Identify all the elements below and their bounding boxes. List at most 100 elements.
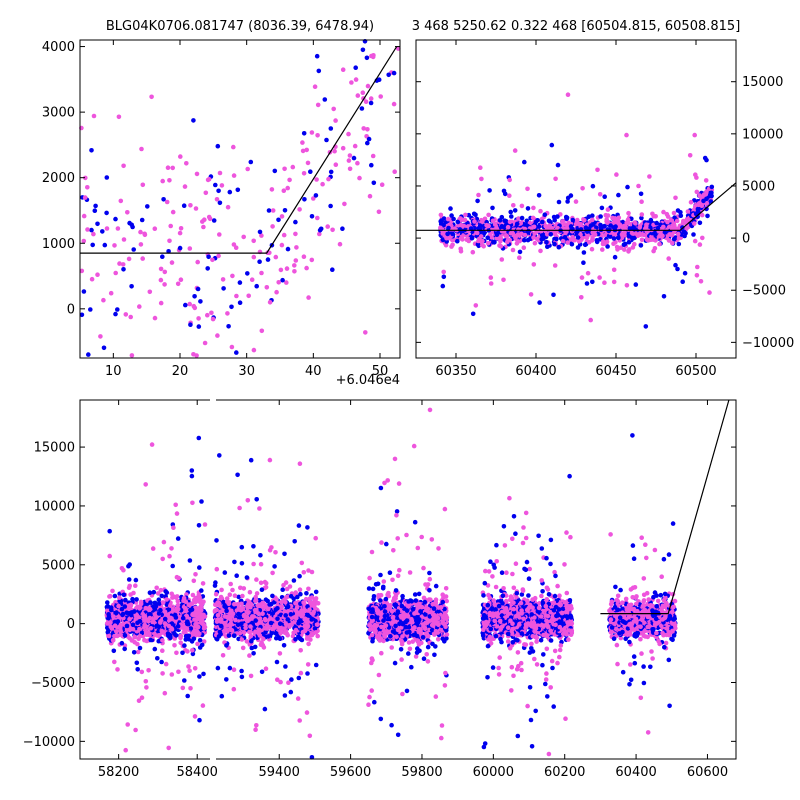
data-point bbox=[253, 723, 259, 728]
data-point bbox=[160, 648, 165, 653]
data-point bbox=[605, 244, 610, 249]
data-point bbox=[239, 607, 244, 612]
data-point bbox=[247, 589, 253, 595]
data-point bbox=[152, 315, 158, 321]
data-point bbox=[505, 239, 510, 245]
data-point bbox=[531, 205, 536, 211]
data-point bbox=[378, 94, 384, 99]
data-point bbox=[389, 645, 395, 650]
data-point bbox=[342, 201, 347, 207]
data-point bbox=[363, 330, 368, 335]
data-point bbox=[330, 267, 335, 273]
data-point bbox=[367, 193, 373, 199]
data-point bbox=[376, 672, 382, 678]
data-point bbox=[199, 588, 204, 593]
data-point bbox=[216, 634, 222, 639]
data-point bbox=[485, 235, 491, 241]
data-point bbox=[507, 177, 512, 183]
data-point bbox=[82, 195, 88, 200]
data-point bbox=[302, 197, 307, 202]
data-point bbox=[146, 668, 151, 673]
data-point bbox=[246, 293, 251, 299]
data-point bbox=[676, 236, 682, 241]
data-point bbox=[249, 277, 255, 283]
data-point bbox=[668, 232, 674, 237]
data-point bbox=[639, 237, 645, 243]
data-point bbox=[445, 216, 451, 222]
data-point bbox=[263, 585, 269, 590]
data-point bbox=[173, 633, 179, 638]
data-point bbox=[260, 600, 266, 606]
data-point bbox=[570, 237, 576, 243]
data-point bbox=[170, 209, 176, 215]
data-point bbox=[365, 140, 370, 146]
data-point bbox=[113, 311, 118, 317]
data-point bbox=[205, 266, 210, 271]
data-point bbox=[139, 669, 145, 675]
data-point bbox=[174, 650, 179, 656]
data-point bbox=[626, 230, 631, 236]
data-point bbox=[590, 279, 595, 285]
data-point bbox=[199, 642, 205, 648]
data-point bbox=[635, 233, 641, 239]
data-point bbox=[337, 241, 343, 247]
data-point bbox=[638, 191, 644, 197]
data-point bbox=[237, 300, 243, 306]
data-point bbox=[219, 587, 224, 593]
data-point bbox=[304, 710, 310, 715]
data-point bbox=[275, 616, 280, 622]
data-point bbox=[651, 214, 656, 219]
data-point bbox=[536, 193, 542, 198]
data-point bbox=[600, 247, 605, 252]
data-point bbox=[217, 170, 223, 176]
data-point bbox=[458, 216, 463, 221]
data-point bbox=[127, 220, 132, 226]
data-point bbox=[79, 268, 85, 274]
data-point bbox=[104, 210, 109, 216]
data-point bbox=[614, 172, 619, 177]
data-point bbox=[297, 587, 303, 592]
data-point bbox=[376, 209, 382, 215]
data-point bbox=[182, 643, 187, 648]
data-point bbox=[311, 196, 316, 201]
data-point bbox=[270, 224, 275, 229]
data-point bbox=[595, 167, 600, 173]
data-point bbox=[306, 641, 311, 647]
data-point bbox=[276, 217, 281, 223]
data-point bbox=[297, 636, 303, 641]
data-point bbox=[644, 237, 650, 242]
data-point bbox=[551, 292, 556, 298]
data-point bbox=[202, 624, 208, 630]
data-point bbox=[139, 695, 145, 700]
data-point bbox=[305, 662, 311, 667]
data-point bbox=[462, 217, 468, 223]
data-point bbox=[253, 594, 258, 600]
data-point bbox=[180, 615, 186, 621]
data-point bbox=[301, 131, 307, 136]
data-point bbox=[138, 242, 144, 247]
data-point bbox=[510, 247, 516, 253]
data-point bbox=[195, 286, 201, 292]
data-point bbox=[161, 539, 167, 545]
data-point bbox=[292, 263, 297, 268]
data-point bbox=[252, 607, 258, 613]
data-point bbox=[175, 602, 181, 608]
data-point bbox=[236, 611, 241, 617]
data-point bbox=[297, 207, 302, 212]
data-point bbox=[392, 169, 398, 174]
data-point bbox=[130, 626, 136, 632]
data-point bbox=[205, 312, 210, 318]
data-point bbox=[513, 235, 518, 241]
data-point bbox=[238, 585, 243, 591]
data-point bbox=[616, 235, 621, 241]
data-point bbox=[481, 244, 487, 249]
data-point bbox=[515, 232, 521, 237]
data-point bbox=[123, 312, 129, 317]
data-point bbox=[229, 344, 235, 350]
data-point bbox=[115, 667, 120, 672]
data-point bbox=[281, 188, 287, 193]
data-point bbox=[451, 216, 456, 222]
data-point bbox=[152, 226, 158, 231]
data-point bbox=[227, 592, 233, 597]
data-point bbox=[301, 171, 307, 176]
